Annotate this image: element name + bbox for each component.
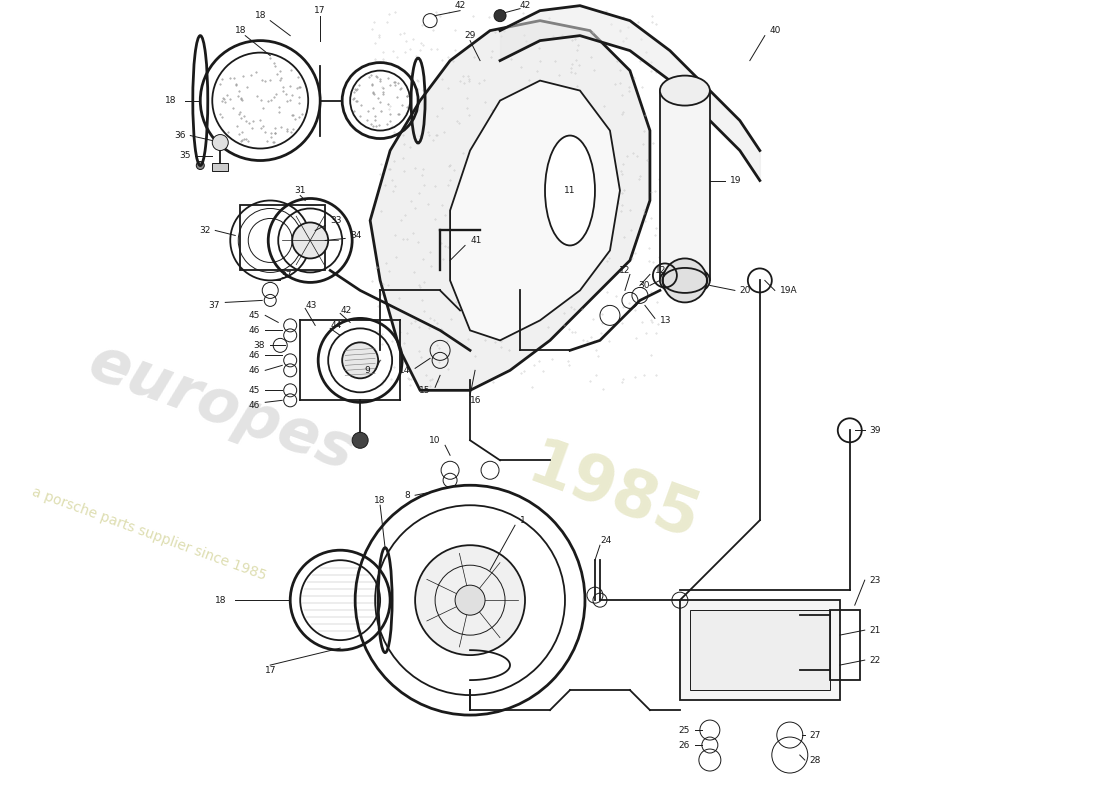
Text: 24: 24 [600, 536, 612, 545]
Text: 43: 43 [305, 301, 317, 310]
Text: 30: 30 [638, 281, 650, 290]
Text: 22: 22 [870, 656, 881, 665]
Text: 20: 20 [740, 286, 751, 295]
Text: 44: 44 [330, 321, 341, 330]
Bar [240, 206, 326, 270]
Bar [829, 610, 860, 680]
Text: 9: 9 [364, 366, 370, 375]
Circle shape [415, 546, 525, 655]
Text: 18: 18 [214, 596, 225, 605]
Text: 1985: 1985 [520, 434, 708, 554]
Bar [690, 610, 829, 690]
Text: 31: 31 [295, 186, 306, 195]
Text: 18: 18 [254, 11, 266, 20]
Text: 37: 37 [280, 271, 292, 280]
Text: 46: 46 [249, 366, 261, 375]
Text: 45: 45 [249, 386, 261, 395]
Text: 27: 27 [810, 730, 822, 739]
Text: 19A: 19A [780, 286, 798, 295]
Text: 8: 8 [405, 490, 410, 500]
Bar [680, 600, 839, 700]
Text: 35: 35 [179, 151, 190, 160]
Text: 42: 42 [520, 1, 531, 10]
Text: 39: 39 [870, 426, 881, 435]
Circle shape [212, 134, 229, 150]
Text: 23: 23 [870, 576, 881, 585]
Circle shape [196, 162, 205, 170]
Bar [660, 90, 710, 281]
Circle shape [663, 258, 707, 302]
Text: 25: 25 [679, 726, 690, 734]
Text: 15: 15 [419, 386, 430, 395]
Text: 17: 17 [264, 666, 276, 674]
Text: 38: 38 [254, 341, 265, 350]
Text: 46: 46 [249, 351, 261, 360]
Text: 40: 40 [770, 26, 781, 35]
Text: 18: 18 [165, 96, 176, 105]
Text: 41: 41 [470, 236, 482, 245]
Text: 26: 26 [679, 741, 690, 750]
Text: 21: 21 [870, 626, 881, 634]
Text: 42: 42 [340, 306, 351, 315]
Text: 34: 34 [350, 231, 362, 240]
Circle shape [293, 222, 328, 258]
Ellipse shape [544, 135, 595, 246]
Text: 18: 18 [374, 496, 386, 505]
Text: 17: 17 [315, 6, 326, 15]
Polygon shape [370, 21, 650, 390]
Ellipse shape [660, 266, 710, 295]
Text: 1: 1 [520, 516, 526, 525]
Text: 18: 18 [234, 26, 246, 35]
Text: 12: 12 [618, 266, 630, 275]
Text: 46: 46 [249, 401, 261, 410]
Bar [212, 162, 229, 170]
Circle shape [494, 10, 506, 22]
Text: 12: 12 [654, 266, 667, 275]
Text: 16: 16 [470, 396, 482, 405]
Text: 36: 36 [174, 131, 185, 140]
Text: 14: 14 [398, 366, 410, 375]
Text: 29: 29 [464, 31, 476, 40]
Text: 37: 37 [209, 301, 220, 310]
Text: 33: 33 [330, 216, 342, 225]
Text: 13: 13 [660, 316, 671, 325]
Circle shape [342, 342, 378, 378]
Circle shape [455, 585, 485, 615]
Ellipse shape [660, 75, 710, 106]
Text: 11: 11 [564, 186, 575, 195]
Text: a porsche parts supplier since 1985: a porsche parts supplier since 1985 [31, 485, 268, 583]
Text: 32: 32 [199, 226, 210, 235]
Text: 42: 42 [454, 1, 465, 10]
Polygon shape [450, 81, 620, 340]
Text: europes: europes [80, 333, 363, 483]
Text: 45: 45 [249, 311, 261, 320]
Text: 28: 28 [810, 755, 822, 765]
Text: 10: 10 [429, 436, 440, 445]
Text: 46: 46 [249, 326, 261, 335]
Circle shape [352, 432, 368, 448]
Text: 19: 19 [730, 176, 741, 185]
